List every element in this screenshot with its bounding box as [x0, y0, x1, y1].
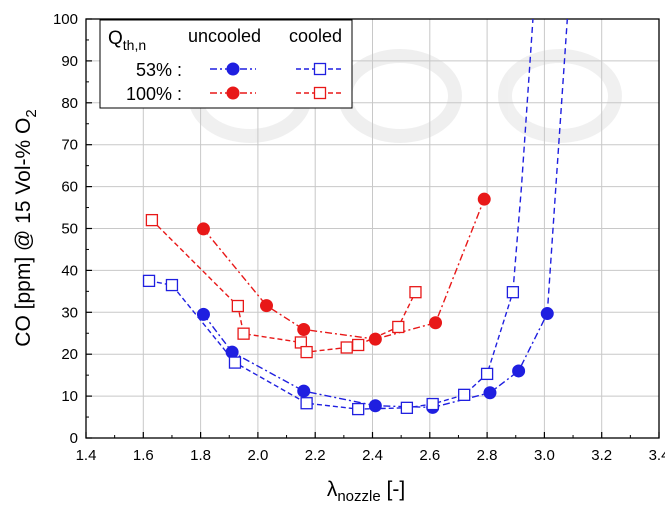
series-53-uncooled-point — [512, 364, 526, 378]
series-100-cooled-point — [392, 320, 405, 334]
x-axis-label-main: λ — [327, 478, 338, 501]
series-100-cooled-point — [145, 213, 159, 227]
x-tick-label: 2.6 — [419, 447, 440, 464]
series-100-cooled-point — [409, 286, 422, 299]
series-extension-line — [546, 19, 569, 314]
y-tick-label: 40 — [61, 262, 78, 279]
y-axis-label: CO [ppm] @ 15 Vol-% O2 — [12, 109, 40, 346]
series-53-cooled-point — [142, 274, 156, 288]
series-53-cooled-point — [165, 278, 179, 292]
series-53-cooled-point — [400, 401, 414, 414]
y-tick-label: 50 — [61, 221, 78, 238]
series-53-uncooled-point — [540, 307, 554, 321]
legend-row-100: 100% : — [126, 84, 182, 104]
legend-marker-100-uncooled — [226, 86, 240, 100]
x-tick-label: 3.0 — [534, 447, 555, 464]
series-53-uncooled-point — [297, 384, 311, 398]
series-100-uncooled-point — [259, 299, 273, 313]
series-100-uncooled-point — [429, 316, 443, 330]
legend-header-main: Q — [108, 28, 123, 49]
series-53-cooled-point — [426, 397, 439, 411]
series-extension-line — [512, 19, 534, 293]
y-tick-label: 80 — [61, 95, 78, 112]
series-53-cooled-line — [148, 280, 514, 410]
x-tick-label: 2.8 — [477, 447, 498, 464]
y-tick-label: 100 — [53, 11, 78, 28]
x-tick-label: 2.2 — [305, 447, 326, 464]
x-tick-label: 3.4 — [649, 447, 665, 464]
legend-row-53: 53% : — [136, 60, 182, 80]
data-series — [142, 19, 569, 416]
axes: 1.4 1.6 1.8 2.0 2.2 2.4 2.6 2.8 3.0 3.2 3.4 0 10 20 30… — [53, 11, 665, 464]
legend-header: Qth,n — [108, 28, 146, 53]
series-100-uncooled-point — [368, 332, 382, 346]
series-53-cooled-point — [458, 388, 471, 401]
series-100-uncooled-point — [297, 322, 311, 336]
x-tick-label: 1.8 — [190, 447, 211, 464]
series-53-uncooled-point — [368, 399, 382, 413]
series-53-uncooled-point — [483, 386, 497, 400]
y-tick-label: 30 — [61, 304, 78, 321]
legend-marker-53-cooled — [313, 62, 327, 76]
plot-frame — [85, 18, 660, 439]
y-tick-label: 60 — [61, 179, 78, 196]
y-axis-label-sub: 2 — [23, 109, 40, 117]
legend-header-sub: th,n — [123, 37, 146, 53]
series-100-cooled-point — [300, 345, 313, 359]
series-53-cooled-point — [480, 367, 494, 381]
y-tick-label: 70 — [61, 137, 78, 154]
x-axis-label: λnozzle [-] — [327, 478, 405, 505]
x-axis-label-sub: nozzle — [337, 488, 380, 505]
series-100-cooled-point — [352, 338, 365, 352]
x-tick-label: 2.4 — [362, 447, 383, 464]
y-tick-label: 0 — [70, 430, 78, 447]
legend: Qth,n uncooled cooled 53% : 100% : — [99, 19, 353, 109]
series-100-cooled-line — [151, 219, 417, 353]
series-100-cooled-point — [237, 327, 250, 340]
y-tick-label: 20 — [61, 346, 78, 363]
series-53-uncooled-point — [225, 345, 239, 359]
x-tick-label: 3.2 — [591, 447, 612, 464]
series-53-cooled-point — [352, 402, 365, 416]
legend-col-uncooled: uncooled — [188, 26, 261, 46]
series-100-uncooled-line — [202, 198, 485, 340]
series-53-cooled-point — [228, 356, 242, 369]
series-53-cooled-point — [506, 286, 520, 299]
x-tick-label: 2.0 — [247, 447, 268, 464]
series-100-uncooled-point — [196, 222, 210, 236]
series-53-cooled-point — [300, 397, 313, 410]
x-tick-label: 1.4 — [76, 447, 97, 464]
y-tick-label: 10 — [61, 388, 78, 405]
y-tick-label: 90 — [61, 53, 78, 70]
x-axis-label-unit: [-] — [381, 478, 406, 501]
x-tick-label: 1.6 — [133, 447, 154, 464]
series-100-cooled-point — [340, 341, 353, 354]
legend-col-cooled: cooled — [289, 26, 342, 46]
series-100-uncooled-point — [477, 192, 491, 206]
legend-marker-100-cooled — [313, 86, 327, 100]
series-53-uncooled-point — [196, 307, 210, 321]
series-100-cooled-point — [231, 299, 244, 313]
y-axis-label-main: CO [ppm] @ 15 Vol-% O — [12, 118, 35, 347]
legend-marker-53-uncooled — [226, 62, 240, 76]
